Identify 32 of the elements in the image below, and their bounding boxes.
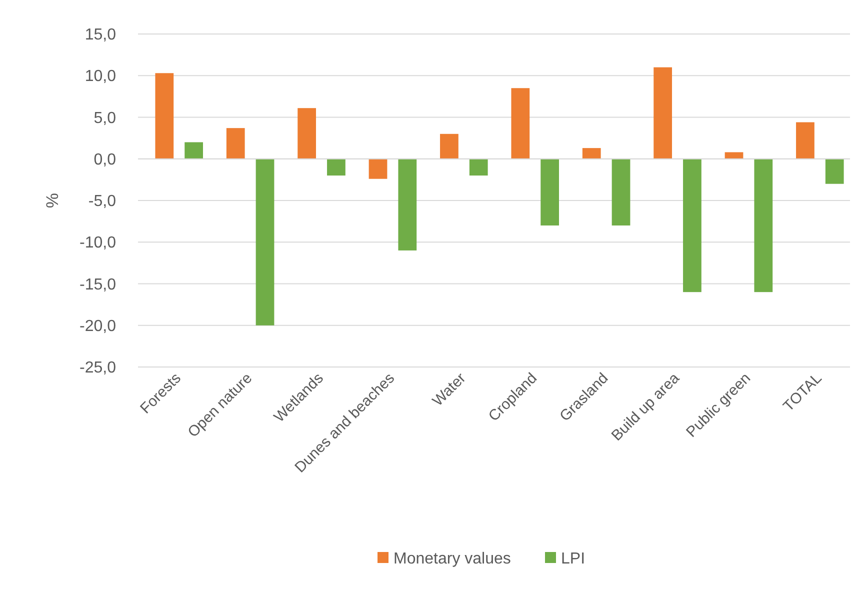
bar bbox=[540, 158, 559, 226]
bar bbox=[327, 158, 346, 176]
bar bbox=[469, 158, 488, 176]
y-tick-label: -10,0 bbox=[80, 234, 116, 252]
bar bbox=[582, 148, 601, 159]
bar bbox=[612, 158, 630, 226]
bar bbox=[654, 67, 672, 159]
y-tick-label: 0,0 bbox=[94, 151, 116, 168]
bar bbox=[440, 134, 458, 159]
bar bbox=[825, 158, 844, 184]
bar bbox=[256, 158, 274, 326]
bar bbox=[368, 158, 388, 179]
legend-label: Monetary values bbox=[394, 550, 511, 568]
y-tick-label: 10,0 bbox=[84, 68, 116, 86]
y-tick-label: -25,0 bbox=[80, 360, 116, 377]
y-tick-label: -5,0 bbox=[88, 193, 116, 210]
legend-label: LPI bbox=[561, 550, 586, 568]
y-tick-label: -20,0 bbox=[80, 318, 116, 335]
bar bbox=[724, 152, 744, 159]
y-tick-label: 15,0 bbox=[84, 26, 116, 44]
y-tick-label: 5,0 bbox=[94, 110, 116, 127]
bar bbox=[226, 128, 245, 159]
y-axis-title: % bbox=[43, 192, 62, 208]
bar bbox=[754, 158, 773, 292]
bar bbox=[398, 158, 417, 250]
bar bbox=[155, 73, 174, 159]
bar bbox=[683, 158, 702, 292]
bar bbox=[511, 88, 530, 159]
bar bbox=[796, 122, 814, 159]
bar bbox=[298, 108, 316, 159]
y-tick-label: -15,0 bbox=[80, 276, 116, 294]
bar bbox=[184, 142, 203, 159]
